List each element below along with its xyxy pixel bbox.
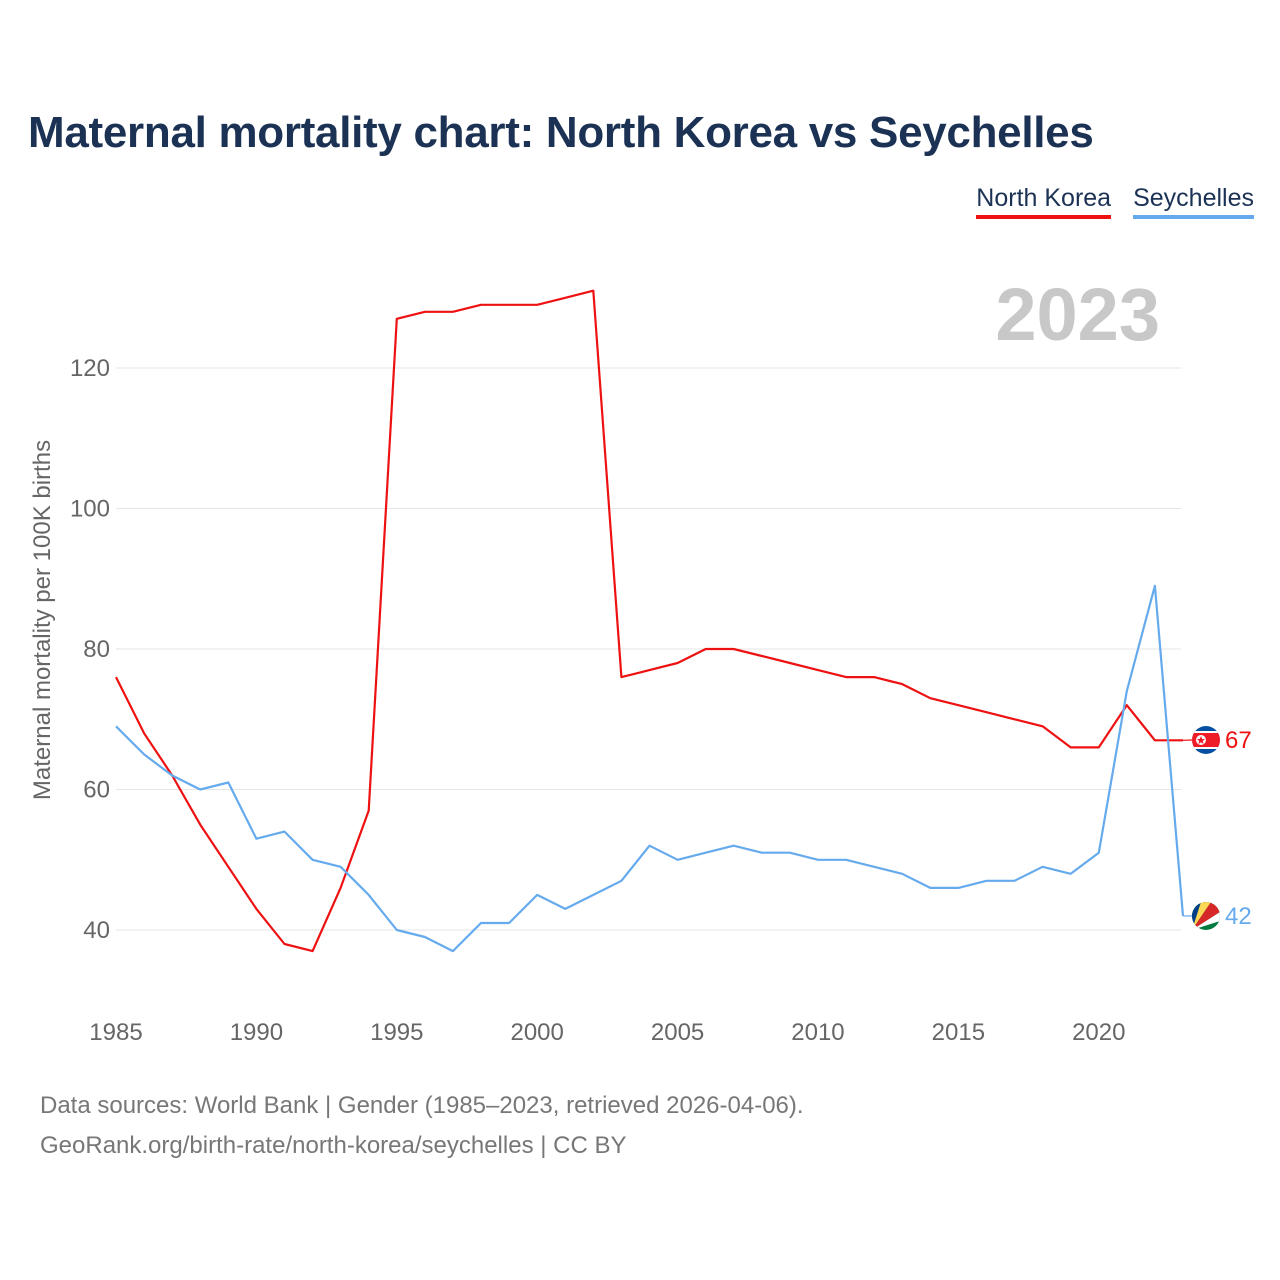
y-tick-label: 60 — [83, 777, 110, 804]
y-tick-label: 120 — [70, 355, 110, 382]
series-lines: 67 42 — [115, 289, 1252, 953]
x-tick-label: 2010 — [791, 1019, 844, 1046]
x-tick-label: 1990 — [230, 1019, 283, 1046]
x-axis-ticks: 1985 1990 1995 2000 2005 2010 2015 2020 — [89, 1019, 1125, 1046]
x-tick-label: 2015 — [932, 1019, 985, 1046]
year-watermark: 2023 — [995, 273, 1160, 356]
y-axis-label: Maternal mortality per 100K births — [29, 440, 56, 800]
north-korea-flag-icon — [1192, 726, 1220, 754]
line-chart: 2023 40 60 80 100 120 1985 1990 1995 2000 2005 20… — [29, 273, 1252, 1046]
source-line-data: Data sources: World Bank | Gender (1985–… — [40, 1092, 804, 1119]
grid-lines — [116, 367, 1181, 931]
y-tick-label: 80 — [83, 636, 110, 663]
chart-title: Maternal mortality chart: North Korea vs… — [28, 108, 1094, 157]
legend-item-north-korea[interactable]: North Korea — [976, 184, 1112, 219]
y-axis-ticks: 40 60 80 100 120 — [70, 355, 110, 944]
x-tick-label: 2000 — [510, 1019, 563, 1046]
x-tick-label: 1995 — [370, 1019, 423, 1046]
seychelles-flag-icon — [1192, 902, 1220, 930]
legend: North Korea Seychelles — [976, 184, 1254, 219]
series-line-north-korea[interactable] — [115, 289, 1183, 953]
source-note: Data sources: World Bank | Gender (1985–… — [40, 1086, 804, 1166]
y-tick-label: 40 — [83, 917, 110, 944]
x-tick-label: 2005 — [651, 1019, 704, 1046]
source-line-url[interactable]: GeoRank.org/birth-rate/north-korea/seych… — [40, 1132, 627, 1159]
series-line-seychelles[interactable] — [115, 584, 1185, 953]
end-value-label-north-korea: 67 — [1225, 727, 1252, 754]
end-value-label-seychelles: 42 — [1225, 903, 1252, 930]
legend-item-seychelles[interactable]: Seychelles — [1133, 184, 1254, 219]
y-tick-label: 100 — [70, 496, 110, 523]
x-tick-label: 2020 — [1072, 1019, 1125, 1046]
x-tick-label: 1985 — [89, 1019, 142, 1046]
